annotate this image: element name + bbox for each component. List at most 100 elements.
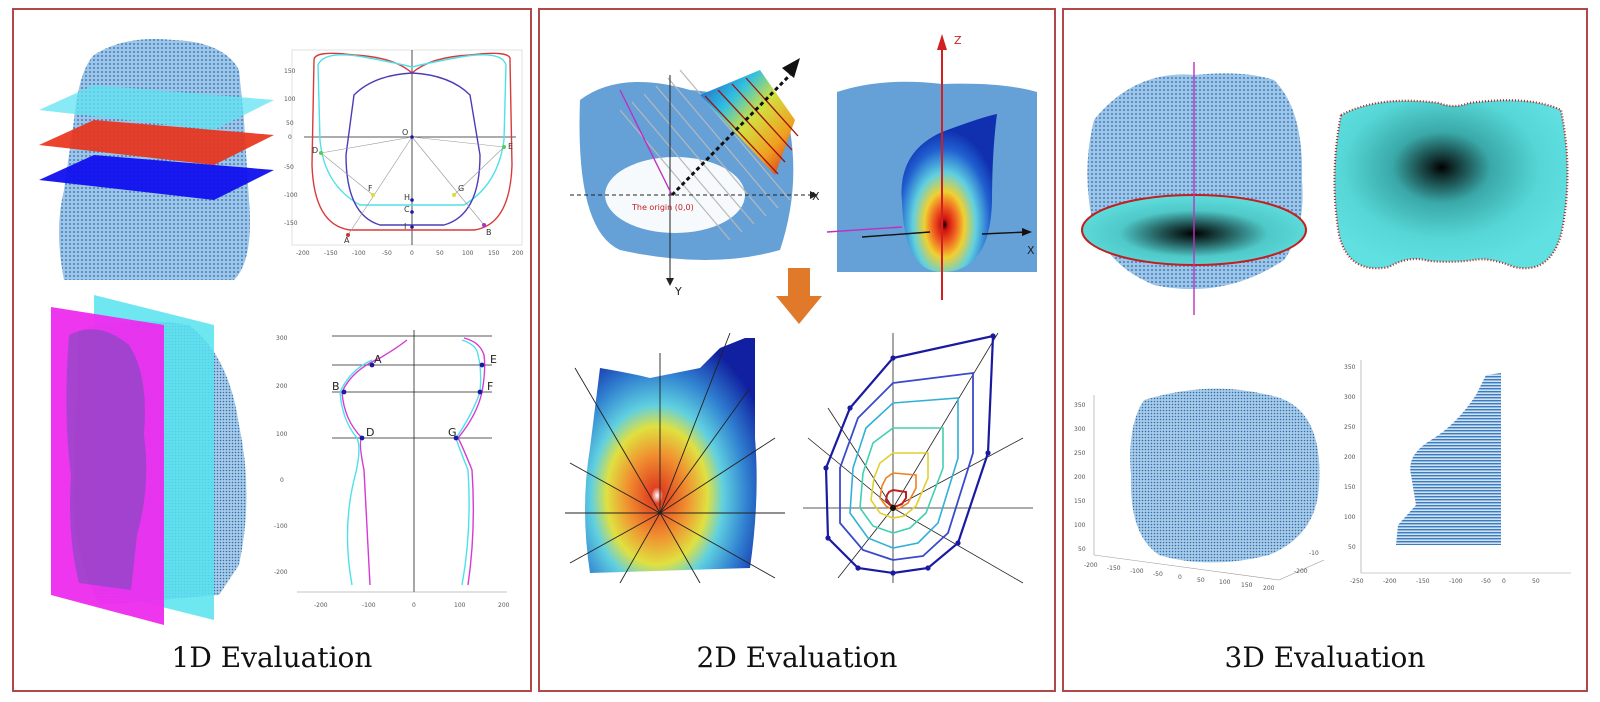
svg-text:50: 50 xyxy=(1348,544,1356,551)
svg-text:100: 100 xyxy=(1219,579,1231,586)
svg-text:0: 0 xyxy=(280,477,284,484)
cross-section-top xyxy=(1333,99,1569,270)
pt-I: I xyxy=(404,222,406,231)
pt-C: C xyxy=(404,205,410,214)
side-y-ticks: 350 300 250 200 150 100 50 xyxy=(1344,364,1356,551)
axis-z: Z xyxy=(954,34,962,47)
profile-pt-D: D xyxy=(366,426,374,439)
svg-text:150: 150 xyxy=(488,250,500,257)
radial-heatmap xyxy=(565,332,785,584)
panel-3d: 350 300 250 200 150 100 50 -200 -150 -10… xyxy=(1062,8,1588,692)
caption-3d: 3D Evaluation xyxy=(1224,641,1426,674)
svg-text:-10: -10 xyxy=(1309,550,1319,557)
svg-text:0: 0 xyxy=(410,250,414,257)
svg-text:300: 300 xyxy=(276,335,288,342)
svg-text:-100: -100 xyxy=(1449,578,1463,585)
pt-F: F xyxy=(368,184,373,193)
svg-text:-200: -200 xyxy=(1383,578,1397,585)
svg-text:-100: -100 xyxy=(274,523,288,530)
profile-pt-F: F xyxy=(487,380,493,393)
profile-y-ticks: 300 200 100 0 -100 -200 xyxy=(274,335,288,576)
caption-1d: 1D Evaluation xyxy=(171,641,373,674)
svg-text:150: 150 xyxy=(1074,498,1086,505)
svg-text:200: 200 xyxy=(276,383,288,390)
profile-x-ticks: -200 -100 0 100 200 xyxy=(314,602,510,609)
svg-text:300: 300 xyxy=(1344,394,1356,401)
pt-O: O xyxy=(402,128,408,137)
caption-2d: 2D Evaluation xyxy=(696,641,898,674)
profile-pt-B: B xyxy=(332,380,340,393)
svg-text:0: 0 xyxy=(1502,578,1506,585)
svg-text:350: 350 xyxy=(1344,364,1356,371)
contour-chart: O D E F G H C A B I -200 -150 -100 -50 0… xyxy=(284,49,524,257)
pt-H: H xyxy=(404,193,410,202)
mesh-origin-sweep: The origin (0,0) X Y xyxy=(570,58,820,298)
svg-text:250: 250 xyxy=(1074,450,1086,457)
svg-text:-200: -200 xyxy=(296,250,310,257)
svg-text:200: 200 xyxy=(498,602,510,609)
svg-text:100: 100 xyxy=(1074,522,1086,529)
svg-text:100: 100 xyxy=(462,250,474,257)
svg-text:-200: -200 xyxy=(1294,568,1308,575)
axis-y: Y xyxy=(674,285,682,298)
pt-E: E xyxy=(508,142,513,151)
scatter-side: 350 300 250 200 150 100 50 -250 -200 -15… xyxy=(1344,360,1571,585)
svg-text:-200: -200 xyxy=(274,569,288,576)
svg-text:50: 50 xyxy=(286,120,294,127)
svg-text:0: 0 xyxy=(412,602,416,609)
svg-text:-100: -100 xyxy=(352,250,366,257)
svg-text:-250: -250 xyxy=(1350,578,1364,585)
mesh-heatmap: Z X xyxy=(826,34,1037,300)
front-x-ticks: -200 -150 -100 -50 0 50 100 150 200 xyxy=(1084,562,1275,592)
profile-chart: A B D E F G 300 200 100 0 -100 -200 -200… xyxy=(274,330,510,609)
svg-text:-100: -100 xyxy=(284,192,298,199)
svg-text:-100: -100 xyxy=(1130,568,1144,575)
svg-text:-150: -150 xyxy=(284,220,298,227)
svg-text:150: 150 xyxy=(1344,484,1356,491)
svg-text:100: 100 xyxy=(276,431,288,438)
svg-text:200: 200 xyxy=(1263,585,1275,592)
svg-text:-50: -50 xyxy=(284,164,294,171)
svg-text:300: 300 xyxy=(1074,426,1086,433)
profile-pt-E: E xyxy=(490,353,497,366)
svg-text:150: 150 xyxy=(1241,582,1253,589)
svg-text:-150: -150 xyxy=(324,250,338,257)
svg-text:100: 100 xyxy=(284,96,296,103)
pt-G: G xyxy=(458,184,464,193)
origin-label: The origin (0,0) xyxy=(631,203,694,212)
mesh-horizontal-slices xyxy=(39,39,274,280)
side-x-ticks: -250 -200 -150 -100 -50 0 50 xyxy=(1350,578,1540,585)
axis-x-2: X xyxy=(1027,244,1035,257)
svg-text:50: 50 xyxy=(436,250,444,257)
svg-text:0: 0 xyxy=(1178,574,1182,581)
svg-text:-100: -100 xyxy=(362,602,376,609)
front-depth-ticks: -10 -200 xyxy=(1294,550,1319,575)
profile-pt-G: G xyxy=(448,426,457,439)
contour-x-ticks: -200 -150 -100 -50 0 50 100 150 200 xyxy=(296,250,524,257)
pt-D: D xyxy=(312,146,318,155)
svg-text:-200: -200 xyxy=(314,602,328,609)
svg-text:-50: -50 xyxy=(382,250,392,257)
front-y-ticks: 350 300 250 200 150 100 50 xyxy=(1074,402,1086,553)
svg-text:100: 100 xyxy=(454,602,466,609)
svg-text:100: 100 xyxy=(1344,514,1356,521)
pt-A: A xyxy=(344,236,350,245)
panel-2d: The origin (0,0) X Y Z X xyxy=(538,8,1056,692)
spider-web xyxy=(803,332,1033,584)
svg-text:200: 200 xyxy=(512,250,524,257)
svg-text:-200: -200 xyxy=(1084,562,1098,569)
svg-text:-150: -150 xyxy=(1107,565,1121,572)
svg-text:-150: -150 xyxy=(1416,578,1430,585)
profile-pt-A: A xyxy=(374,353,382,366)
svg-text:200: 200 xyxy=(1074,474,1086,481)
svg-text:0: 0 xyxy=(288,134,292,141)
svg-text:50: 50 xyxy=(1078,546,1086,553)
svg-text:150: 150 xyxy=(284,68,296,75)
scatter-3d-front: 350 300 250 200 150 100 50 -200 -150 -10… xyxy=(1074,388,1325,592)
svg-text:-50: -50 xyxy=(1481,578,1491,585)
svg-text:50: 50 xyxy=(1532,578,1540,585)
pt-B: B xyxy=(486,228,492,237)
svg-text:350: 350 xyxy=(1074,402,1086,409)
svg-text:200: 200 xyxy=(1344,454,1356,461)
contour-y-ticks: 150 100 50 0 -50 -100 -150 xyxy=(284,68,298,227)
